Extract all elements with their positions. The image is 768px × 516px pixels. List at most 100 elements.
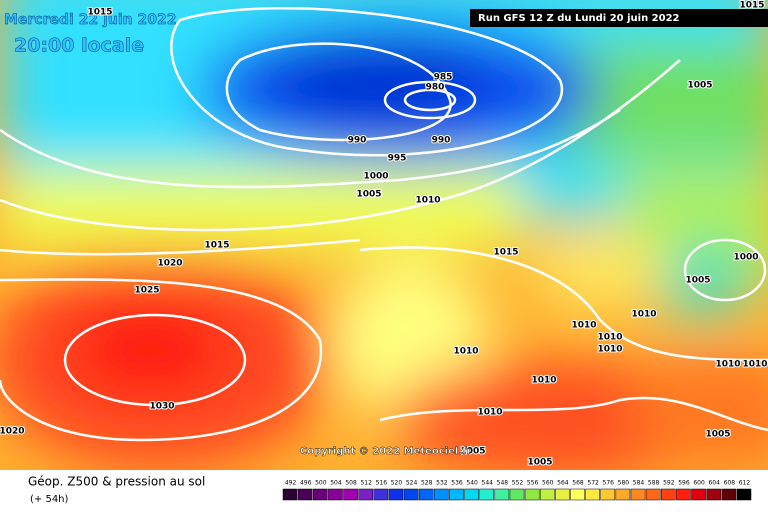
scale-label: 576	[603, 480, 615, 487]
scale-label: 528	[421, 480, 433, 487]
contour-label: 1010	[715, 360, 740, 370]
scale-swatch	[282, 488, 298, 501]
contour-label: 1005	[356, 190, 381, 200]
isobar	[0, 278, 323, 442]
scale-label: 568	[572, 480, 584, 487]
isobar	[403, 88, 457, 112]
scale-label: 508	[345, 480, 357, 487]
scale-swatch	[494, 488, 510, 501]
scale-swatch	[373, 488, 389, 501]
scale-label: 588	[648, 480, 660, 487]
isobar	[683, 238, 767, 302]
date-label: Mercredi 22 juin 2022	[4, 12, 176, 28]
contour-label: 990	[348, 136, 367, 146]
contour-label: 1020	[157, 259, 182, 269]
scale-swatch	[434, 488, 449, 501]
scale-label: 532	[436, 480, 448, 487]
scale-label: 500	[315, 480, 327, 487]
isobar	[359, 246, 768, 362]
scale-swatch	[464, 488, 479, 501]
scale-label: 572	[587, 480, 599, 487]
color-scale: 492 496 500 504 508 512 516 520 524 528 532 536 540 5…	[282, 480, 752, 501]
contour-label: 1015	[87, 8, 112, 18]
scale-swatch	[676, 488, 691, 501]
contour-label: 1010	[453, 347, 478, 357]
scale-swatch	[313, 488, 328, 501]
scale-swatch	[449, 488, 464, 501]
contour-label: 1010	[742, 360, 767, 370]
scale-swatch	[615, 488, 631, 501]
contour-label: 1000	[733, 253, 758, 263]
contour-label: 1010	[597, 333, 622, 343]
isobar	[0, 108, 621, 189]
scale-swatch	[328, 488, 343, 501]
legend-subtitle: (+ 54h)	[30, 494, 69, 505]
contour-label: 1010	[531, 376, 556, 386]
scale-label: 520	[391, 480, 403, 487]
scale-label: 584	[633, 480, 645, 487]
isobar	[63, 313, 247, 407]
contour-label: 1010	[415, 196, 440, 206]
scale-label: 512	[360, 480, 372, 487]
scale-swatch	[630, 488, 646, 501]
scale-label: 608	[724, 480, 736, 487]
scale-label: 564	[557, 480, 569, 487]
scale-label: 492	[285, 480, 297, 487]
scale-label: 600	[693, 480, 705, 487]
scale-swatch	[585, 488, 600, 501]
scale-label: 604	[708, 480, 720, 487]
scale-swatch	[418, 488, 434, 501]
scale-label: 560	[542, 480, 554, 487]
contour-label: 1000	[363, 172, 388, 182]
scale-swatch	[403, 488, 419, 501]
legend-title: Géop. Z500 & pression au sol	[28, 475, 205, 489]
contour-label: 1005	[705, 430, 730, 440]
scale-swatch	[388, 488, 404, 501]
contour-label: 1020	[0, 427, 25, 437]
scale-label: 496	[300, 480, 312, 487]
contour-labels: 1015 1015 985 980 990 990 995 1000 1005 …	[0, 0, 768, 469]
scale-swatch	[479, 488, 495, 501]
scale-label: 556	[527, 480, 539, 487]
scale-swatch	[645, 488, 661, 501]
isobar	[383, 80, 477, 120]
scale-label: 548	[497, 480, 509, 487]
copyright: Copyright © 2022 Meteociel.fr	[300, 446, 471, 457]
scale-label: 536	[451, 480, 463, 487]
scale-swatch	[509, 488, 525, 501]
contour-label: 1030	[149, 402, 174, 412]
contour-label: 980	[426, 83, 445, 93]
contour-label: 1015	[493, 248, 518, 258]
contour-label: 1015	[204, 241, 229, 251]
isobar	[170, 7, 564, 157]
scale-swatch	[660, 488, 676, 501]
contour-label: 1005	[460, 447, 485, 457]
isobar	[0, 238, 361, 256]
contour-label: 1010	[477, 408, 502, 418]
scale-swatch	[706, 488, 721, 501]
isobar	[379, 396, 768, 432]
scale-label: 552	[512, 480, 524, 487]
contour-label: 1005	[685, 276, 710, 286]
scale-label: 592	[663, 480, 675, 487]
scale-label: 544	[482, 480, 494, 487]
scale-label: 504	[330, 480, 342, 487]
scale-label: 524	[406, 480, 418, 487]
scale-swatch	[358, 488, 374, 501]
contour-label: 1010	[597, 345, 622, 355]
isobar	[225, 42, 452, 142]
scale-swatch	[600, 488, 616, 501]
scale-swatch	[736, 488, 752, 501]
contour-label: 1010	[631, 310, 656, 320]
run-box	[470, 9, 768, 27]
scale-swatch	[555, 488, 570, 501]
scale-label: 580	[618, 480, 630, 487]
scale-label: 516	[376, 480, 388, 487]
contour-label: 1025	[134, 286, 159, 296]
scale-label: 540	[466, 480, 478, 487]
contour-label: 990	[432, 136, 451, 146]
scale-swatch	[539, 488, 555, 501]
contour-label: 1005	[687, 81, 712, 91]
contour-label: 995	[388, 154, 407, 164]
